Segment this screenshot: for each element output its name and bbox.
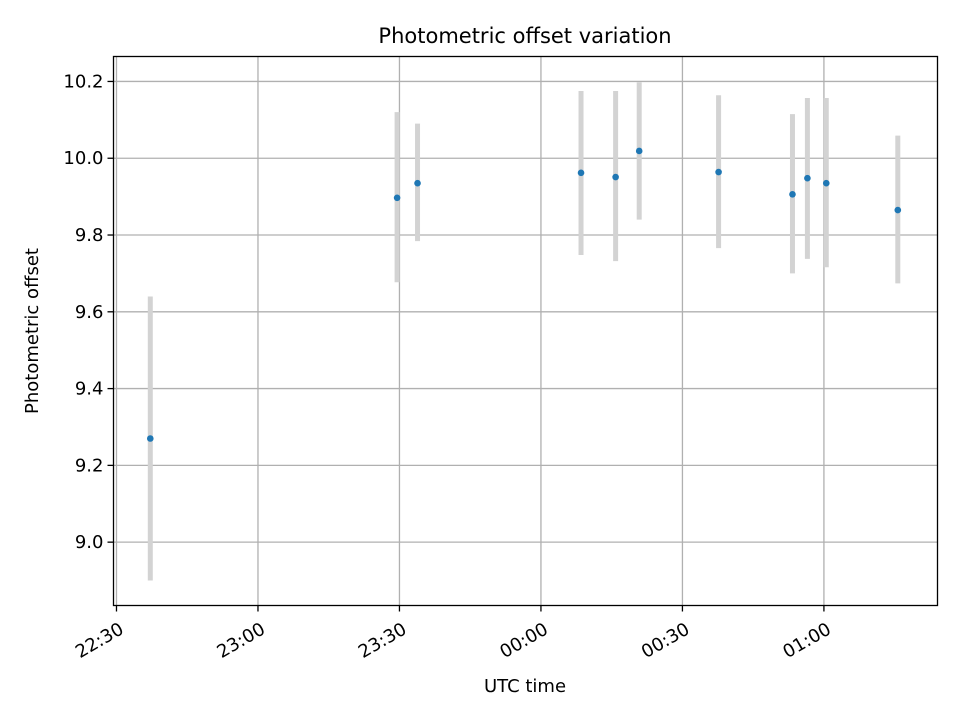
y-axis: 9.0 9.2 9.4 9.6 9.8 10.0 10.2 [63,71,114,553]
y-tick-label: 9.4 [75,379,104,400]
y-tick-label: 10.2 [63,71,103,92]
y-tick-label: 9.6 [75,302,104,323]
data-point [393,194,401,202]
chart-title: Photometric offset variation [378,24,671,48]
y-axis-label: Photometric offset [22,248,43,414]
data-point [577,169,585,177]
plot-frame [112,55,939,607]
data-point [789,191,796,198]
data-point [822,179,830,187]
y-tick-label: 9.2 [75,455,104,476]
y-tick-label: 10.0 [63,148,103,169]
data-points [146,147,902,442]
x-axis-label: UTC time [484,676,566,697]
data-point [612,173,619,181]
y-tick-label: 9.8 [75,225,104,246]
data-point [146,435,154,442]
y-tick-label: 9.0 [75,532,104,553]
data-point [414,179,421,187]
data-point [804,174,811,182]
data-point [894,206,902,214]
data-point [635,147,643,155]
data-point [715,168,722,176]
